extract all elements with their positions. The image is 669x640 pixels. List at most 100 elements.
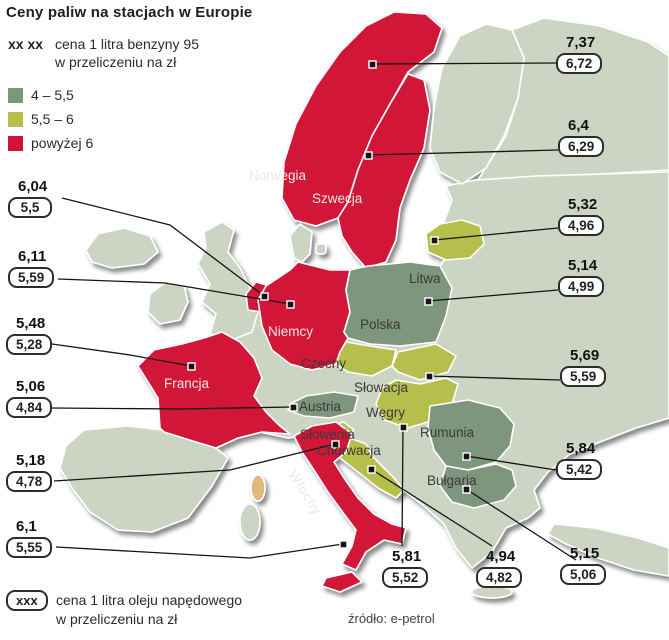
leader-norway xyxy=(371,62,557,65)
leader-poland xyxy=(427,289,559,302)
map-label-francja: Francja xyxy=(164,376,210,391)
callout-chorwacja: 4,94 4,82 xyxy=(476,548,523,588)
diesel-symbol-box: xxx xyxy=(6,590,48,611)
marker-slovakia xyxy=(425,372,434,381)
diesel-price-box: 5,5 xyxy=(8,197,52,218)
petrol-price: 5,48 xyxy=(16,315,46,332)
map-label-czechy: Czechy xyxy=(301,356,347,371)
marker-germany xyxy=(286,300,295,309)
map-label-bulgaria: Bułgaria xyxy=(427,473,477,488)
leader-sweden xyxy=(367,149,559,156)
petrol-price: 5,14 xyxy=(568,257,598,274)
country-lithuania xyxy=(425,219,485,261)
country-sicily xyxy=(321,571,363,593)
diesel-price-box: 4,84 xyxy=(6,397,53,418)
marker-austria xyxy=(289,403,298,412)
map-label-niemcy: Niemcy xyxy=(268,324,314,339)
leader-lithuania xyxy=(433,227,559,241)
petrol-price: 4,94 xyxy=(486,548,516,565)
leader-italy xyxy=(55,543,344,559)
marker-hungary xyxy=(399,423,408,432)
country-romania xyxy=(427,399,515,471)
diesel-price-box: 5,55 xyxy=(6,537,53,558)
diesel-price-box: 5,59 xyxy=(8,267,55,288)
diesel-price-box: 5,52 xyxy=(382,567,429,588)
country-sweden xyxy=(337,73,431,269)
country-ireland xyxy=(147,281,189,325)
petrol-legend-line1: cena 1 litra benzyny 95 xyxy=(55,36,199,52)
diesel-legend-line1: cena 1 litra oleju napędowego xyxy=(56,592,243,608)
diesel-price: 4,96 xyxy=(568,218,595,233)
diesel-price: 4,78 xyxy=(16,474,43,489)
leader-romania xyxy=(465,455,557,471)
leader-netherlands xyxy=(61,197,265,297)
legend-swatch-high xyxy=(8,136,23,151)
petrol-price: 5,81 xyxy=(392,548,422,565)
leader-germany xyxy=(57,278,291,305)
legend-swatch-low xyxy=(8,88,23,103)
petrol-legend-line2: w przeliczeniu na zł xyxy=(55,54,177,70)
marker-bulgaria xyxy=(462,485,471,494)
petrol-price: 7,37 xyxy=(566,34,596,51)
petrol-price: 6,11 xyxy=(18,248,47,265)
diesel-price: 5,59 xyxy=(570,369,597,384)
petrol-price: 6,4 xyxy=(568,117,589,134)
callout-litwa: 5,32 4,96 xyxy=(558,196,605,236)
source-credit: źródło: e-petrol xyxy=(348,611,435,626)
map-label-slowenia: Słowenia xyxy=(300,427,355,442)
country-great-britain xyxy=(197,221,259,341)
leader-hungary xyxy=(401,426,404,547)
diesel-price: 5,5 xyxy=(20,200,40,215)
diesel-price: 5,28 xyxy=(16,337,43,352)
country-austria xyxy=(287,391,359,419)
callout-wegry: 5,81 5,52 xyxy=(382,548,429,588)
petrol-price: 5,06 xyxy=(16,378,46,395)
map-label-chorwacja: Chorwacja xyxy=(317,443,381,458)
marker-sweden xyxy=(364,151,373,160)
page-title: Ceny paliw na stacjach w Europie xyxy=(6,4,253,21)
leader-slovakia xyxy=(428,375,561,381)
diesel-price: 5,59 xyxy=(18,270,45,285)
marker-slovenia xyxy=(331,440,340,449)
petrol-price: 6,1 xyxy=(16,518,37,535)
map-label-austria: Austria xyxy=(299,399,342,414)
callout-rumunia: 5,84 5,42 xyxy=(556,440,603,480)
callout-slowenia: 5,18 4,78 xyxy=(6,452,53,492)
petrol-price: 6,04 xyxy=(18,178,48,195)
leader-lines xyxy=(51,62,577,561)
diesel-price: 6,29 xyxy=(568,139,595,154)
diesel-price: 6,72 xyxy=(566,56,593,71)
legend-swatch-mid xyxy=(8,112,23,127)
diesel-price-box: 4,82 xyxy=(476,567,523,588)
petrol-price: 5,69 xyxy=(570,347,600,364)
marker-italy xyxy=(339,540,348,549)
marker-lithuania xyxy=(430,236,439,245)
diesel-price-box: 5,59 xyxy=(560,366,607,387)
country-czech-republic xyxy=(335,341,397,377)
diesel-price: 5,42 xyxy=(566,462,593,477)
legend-bin-mid-label: 5,5 – 6 xyxy=(31,111,74,127)
country-iceland xyxy=(85,227,159,269)
leader-slovenia xyxy=(53,443,336,482)
petrol-symbol: xx xx xyxy=(8,36,44,52)
marker-romania xyxy=(462,452,471,461)
diesel-price: 5,55 xyxy=(16,540,43,555)
map-label-litwa: Litwa xyxy=(409,271,441,286)
diesel-price-box: 6,29 xyxy=(558,136,605,157)
country-denmark xyxy=(289,223,313,263)
callout-francja: 5,48 5,28 xyxy=(6,315,53,355)
country-france xyxy=(137,331,291,449)
callout-holandia: 6,04 5,5 xyxy=(8,178,52,218)
diesel-price: 4,84 xyxy=(16,400,43,415)
leader-france xyxy=(51,343,192,367)
petrol-price: 5,15 xyxy=(570,545,600,562)
callout-austria: 5,06 4,84 xyxy=(6,378,53,418)
diesel-price-box: 4,78 xyxy=(6,471,53,492)
marker-poland xyxy=(424,297,433,306)
diesel-price-box: 6,72 xyxy=(556,53,603,74)
legend-bin-low-label: 4 – 5,5 xyxy=(31,87,74,103)
marker-netherlands xyxy=(260,292,269,301)
map-label-rumunia: Rumunia xyxy=(420,425,475,440)
